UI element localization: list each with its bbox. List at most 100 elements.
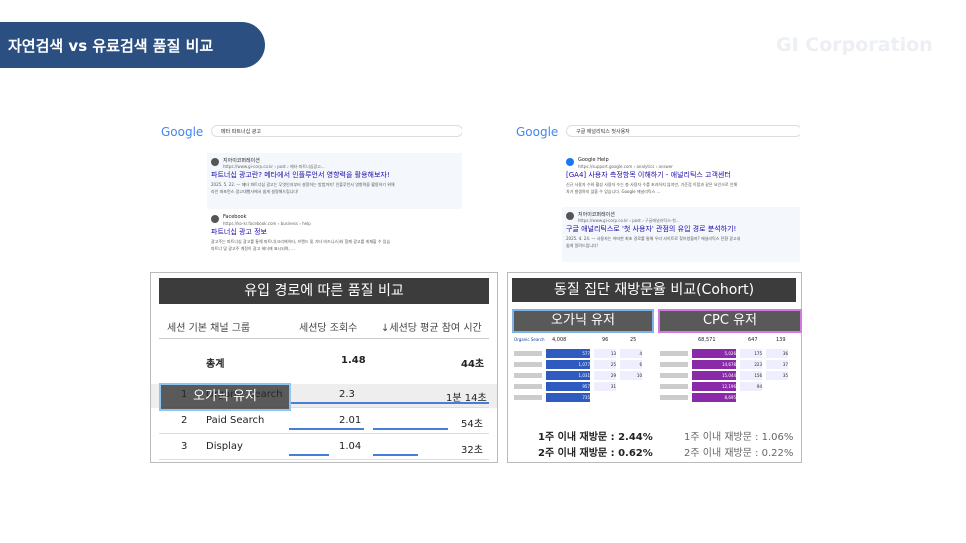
site-name: Facebook (223, 214, 247, 220)
card-title: 유입 경로에 따른 품질 비교 (159, 278, 489, 304)
revisit-stat: 1주 이내 재방문 : 2.44% (538, 432, 653, 443)
segment-name: Organic Search (514, 337, 545, 342)
row-label (660, 395, 688, 400)
snippet: 2025. 4. 24. — 사용자는 어떠한 최초 경로를 통해 우리 사이트… (566, 236, 741, 241)
search-box (211, 125, 462, 137)
bar-underline (289, 454, 329, 456)
segment-label: CPC 유저 (658, 309, 802, 333)
total-label: 총계 (206, 359, 225, 370)
snippet: 광고주는 파트너십 광고를 통해 파트너(크리에이터, 브랜드 및 기타 비즈니… (211, 239, 391, 244)
cohort-cell: 8,695 (692, 393, 736, 402)
cohort-cell: 35 (766, 371, 788, 380)
site-icon (566, 212, 574, 220)
views: 2.01 (339, 415, 362, 426)
row-label (514, 351, 542, 356)
channel: Paid Search (206, 415, 265, 426)
cohort-cell: 37 (766, 360, 788, 369)
site-name: 지아이코퍼레이션 (223, 158, 260, 164)
result-title: 파트너십 광고 정보 (211, 228, 267, 236)
url: https://support.google.com › analytics ›… (578, 164, 673, 169)
bar-underline (289, 402, 379, 404)
column-header: ↓세션당 평균 참여 시간 (381, 323, 482, 334)
result-title: 파트너십 광고란? 메타에서 인플루언서 영향력을 활용해보자! (211, 171, 390, 179)
card-title: 동질 집단 재방문율 비교(Cohort) (512, 278, 796, 302)
cohort-cell: 1,077 (546, 360, 590, 369)
cohort-cell: 5,026 (692, 349, 736, 358)
snippet: 쉽게 알려드립니다! (566, 243, 599, 248)
table-card: 유입 경로에 따른 품질 비교 세션 기본 채널 그룹 세션당 조회수 ↓세션당 평… (150, 272, 498, 463)
column-header: 세션당 조회수 (299, 323, 358, 334)
revisit-stat: 2주 이내 재방문 : 0.22% (684, 448, 794, 459)
search-screenshot: Google 메타 파트너십 광고 지아이코퍼레이션 https://www.gi… (155, 115, 462, 265)
cohort-cell: 957 (546, 382, 590, 391)
row-label (514, 384, 542, 389)
cohort-cell: 25 (594, 360, 616, 369)
total-views: 1.48 (341, 355, 366, 366)
cohort-cell: 577 (546, 349, 590, 358)
row-label (660, 384, 688, 389)
row-label (660, 373, 688, 378)
cohort-cell: 4 (620, 349, 642, 358)
bar-underline (373, 402, 489, 404)
snippet: 2025. 5. 22. — 메타 파트너십 광고는 무엇인지부터 설정하는 방… (211, 182, 395, 187)
divider (159, 459, 489, 460)
cohort-cell: 14,678 (692, 360, 736, 369)
rank: 2 (181, 415, 188, 426)
query: 메타 파트너십 광고 (221, 129, 261, 135)
column-header: 세션 기본 채널 그룹 (167, 323, 251, 334)
row-label (514, 395, 542, 400)
cohort-cell: 735 (546, 393, 590, 402)
site-name: Google Help (578, 157, 609, 163)
search-box (566, 125, 800, 137)
divider (159, 433, 489, 434)
result-title: [GA4] 사용자 측정항목 이해하기 - 애널리틱스 고객센터 (566, 171, 731, 179)
snippet: 라인 퍼포먼스 광고대행사에서 쉽게 설명해드립니다! (211, 189, 299, 194)
channel: Display (206, 441, 243, 452)
segment-label: 오가닉 유저 (512, 309, 654, 333)
row-label (660, 351, 688, 356)
cohort-total: 647 (748, 337, 758, 343)
cohort-cell: 156 (740, 371, 762, 380)
snippet: 신규 사용자 수와 활성 사용자 수는 총 사용자 수를 초과하지 않지만, 기… (566, 182, 738, 187)
snippet: 파트너 및 광고주 계정이 광고 헤더에 표시되며, ... (211, 246, 295, 251)
cohort-cell: 223 (740, 360, 762, 369)
total-time: 44초 (461, 359, 485, 370)
cohort-cell: 36 (766, 349, 788, 358)
cohort-cell: 10 (620, 371, 642, 380)
row-label (660, 362, 688, 367)
bar-underline (289, 428, 364, 430)
cohort-cell: 12,196 (692, 382, 736, 391)
rank: 3 (181, 441, 188, 452)
site-icon (211, 215, 219, 223)
revisit-stat: 2주 이내 재방문 : 0.62% (538, 448, 653, 459)
site-icon (566, 158, 574, 166)
search-screenshot: Google 구글 애널리틱스 첫사용자 Google Help https://… (510, 115, 800, 265)
divider (159, 338, 489, 339)
cohort-card: 동질 집단 재방문율 비교(Cohort) 오가닉 유저 Organic Sear… (507, 272, 802, 463)
title-pill (0, 22, 265, 68)
site-name: 지아이코퍼레이션 (578, 212, 615, 218)
cohort-cell: 13 (594, 349, 616, 358)
bar-underline (373, 454, 418, 456)
cohort-cell: 15,044 (692, 371, 736, 380)
cohort-cell: 31 (594, 382, 616, 391)
cohort-total: 4,008 (552, 337, 567, 343)
url: https://www.gi-corp.co.kr › post › 메타-파트… (223, 164, 325, 169)
views: 2.3 (339, 389, 355, 400)
logo: Google (516, 125, 559, 139)
row-label (514, 373, 542, 378)
highlight-label: 오가닉 유저 (159, 383, 291, 411)
site-icon (211, 158, 219, 166)
result-title: 구글 애널리틱스로 '첫 사용자' 관점의 유입 경로 분석하기! (566, 225, 737, 233)
result-bg (562, 207, 800, 262)
cohort-total: 139 (776, 337, 786, 343)
cohort-cell: 175 (740, 349, 762, 358)
slide-title: 자연검색 vs 유료검색 품질 비교 (8, 37, 214, 55)
cohort-total: 96 (602, 337, 609, 343)
time: 54초 (461, 419, 483, 430)
url: https://ko-kr.facebook.com › business › … (223, 221, 311, 226)
result-bg (207, 153, 462, 209)
cohort-cell: 94 (740, 382, 762, 391)
time: 1분 14초 (446, 393, 487, 404)
